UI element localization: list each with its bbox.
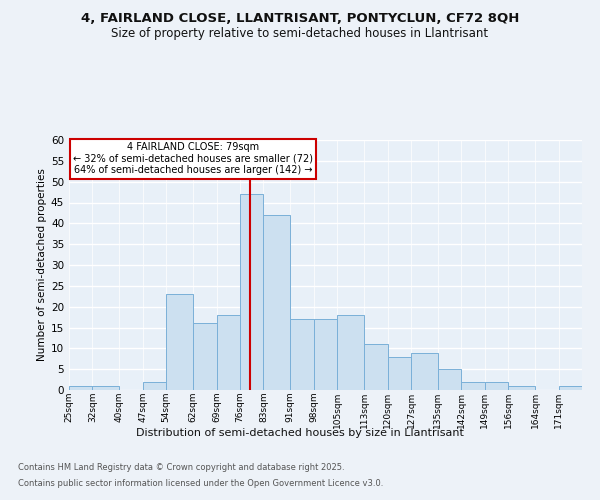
Text: Contains public sector information licensed under the Open Government Licence v3: Contains public sector information licen… [18,479,383,488]
Bar [508,386,535,390]
Bar [92,386,119,390]
Bar [314,319,337,390]
Bar [263,215,290,390]
Bar [559,386,582,390]
Bar [193,324,217,390]
Text: Contains HM Land Registry data © Crown copyright and database right 2025.: Contains HM Land Registry data © Crown c… [18,462,344,471]
Bar [240,194,263,390]
Bar [364,344,388,390]
Bar [143,382,166,390]
Text: Size of property relative to semi-detached houses in Llantrisant: Size of property relative to semi-detach… [112,28,488,40]
Bar [461,382,485,390]
Bar [485,382,508,390]
Bar [411,352,438,390]
Bar [337,315,364,390]
Bar [388,356,411,390]
Bar [217,315,240,390]
Text: 4, FAIRLAND CLOSE, LLANTRISANT, PONTYCLUN, CF72 8QH: 4, FAIRLAND CLOSE, LLANTRISANT, PONTYCLU… [81,12,519,26]
Bar [438,369,461,390]
Text: Distribution of semi-detached houses by size in Llantrisant: Distribution of semi-detached houses by … [136,428,464,438]
Text: 4 FAIRLAND CLOSE: 79sqm
← 32% of semi-detached houses are smaller (72)
64% of se: 4 FAIRLAND CLOSE: 79sqm ← 32% of semi-de… [73,142,313,176]
Bar [166,294,193,390]
Bar [69,386,92,390]
Bar [290,319,314,390]
Y-axis label: Number of semi-detached properties: Number of semi-detached properties [37,168,47,362]
